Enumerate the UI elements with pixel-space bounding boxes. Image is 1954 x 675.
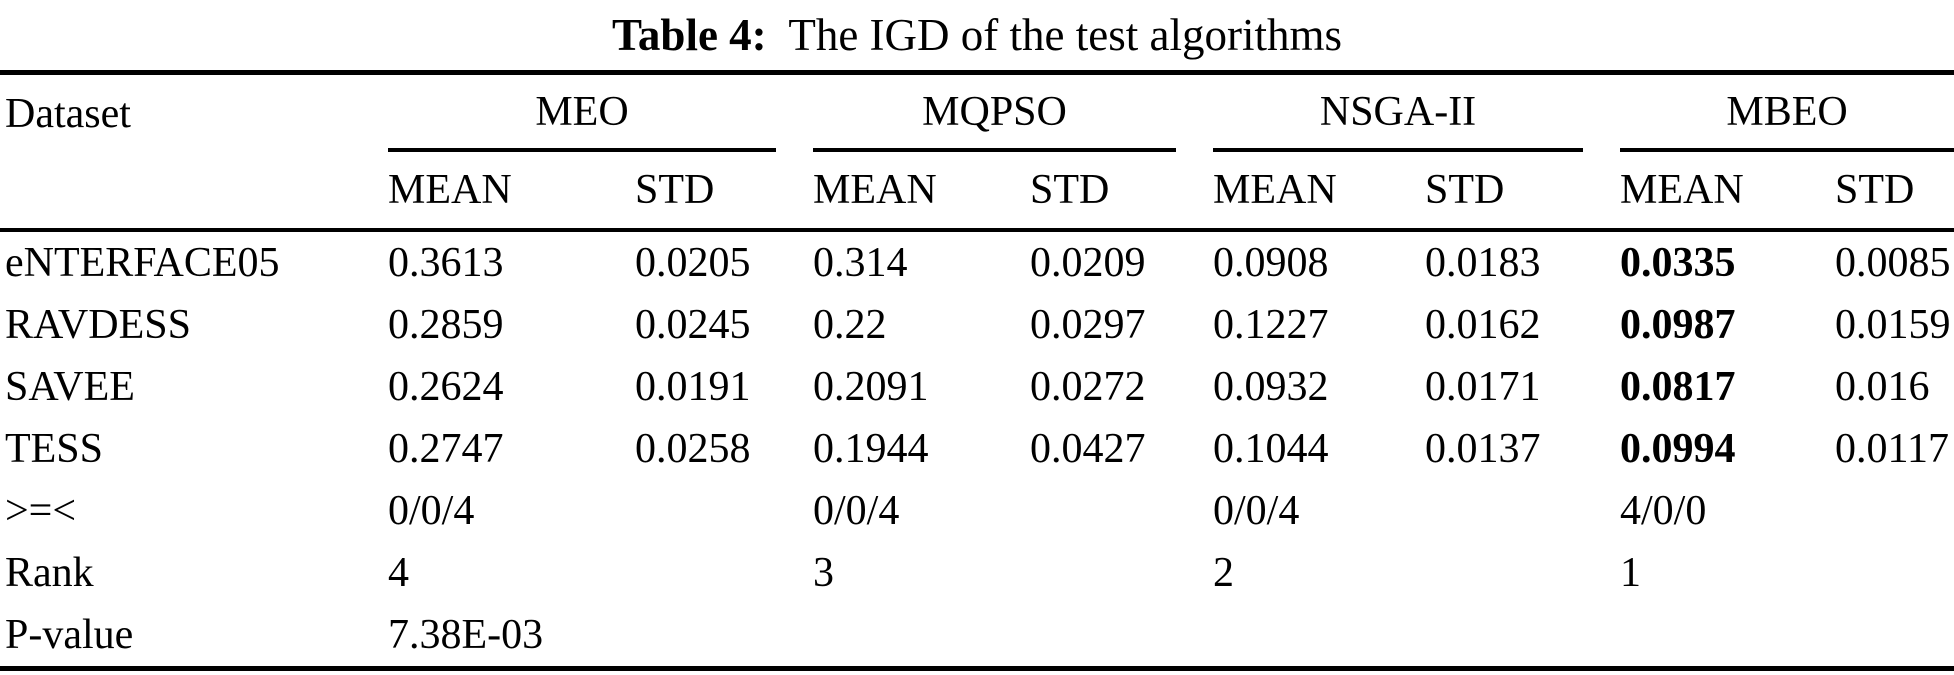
- data-cell: 0.0297: [1030, 302, 1146, 348]
- data-cell: [635, 542, 813, 604]
- data-cell: 0.0817: [1620, 364, 1736, 410]
- data-cell: 0/0/4: [813, 488, 900, 534]
- data-cell: 4: [388, 550, 409, 596]
- data-cell: 0.0205: [635, 240, 751, 286]
- row-label: SAVEE: [5, 364, 135, 410]
- column-group-mbeo-label: MBEO: [1620, 75, 1954, 152]
- column-group-mqpso: MQPSO: [813, 73, 1213, 152]
- data-cell: 0.2747: [388, 426, 504, 472]
- column-header-dataset: Dataset: [5, 90, 131, 137]
- subheader-row: MEAN STD MEAN STD MEAN STD MEAN STD: [0, 152, 1954, 232]
- table-caption-text: The IGD of the test algorithms: [766, 10, 1342, 60]
- data-cell: 0.1044: [1213, 426, 1329, 472]
- data-cell: 3: [813, 550, 834, 596]
- row-label: Rank: [5, 550, 94, 596]
- data-cell: [1425, 604, 1620, 669]
- row-label: P-value: [5, 612, 134, 658]
- subheader-std: STD: [1030, 152, 1214, 232]
- data-cell: [1835, 604, 1954, 669]
- data-cell: [1835, 542, 1954, 604]
- data-cell: [1620, 604, 1835, 669]
- data-cell: 0.0987: [1620, 302, 1736, 348]
- column-group-meo: MEO: [388, 73, 813, 152]
- igd-results-table: Dataset MEO MQPSO NSGA-II MBEO MEAN STD …: [0, 70, 1954, 671]
- column-group-mbeo: MBEO: [1620, 73, 1954, 152]
- subheader-std: STD: [1835, 152, 1954, 232]
- column-group-meo-label: MEO: [388, 75, 776, 152]
- data-cell: 0.0335: [1620, 240, 1736, 286]
- data-cell: 0.0162: [1425, 302, 1541, 348]
- row-label: RAVDESS: [5, 302, 191, 348]
- data-cell: [635, 604, 813, 669]
- data-cell: 0.0117: [1835, 426, 1949, 472]
- subheader-mean: MEAN: [1213, 152, 1426, 232]
- data-cell: 0.0932: [1213, 364, 1329, 410]
- data-cell: 0.0272: [1030, 364, 1146, 410]
- data-cell: [1213, 604, 1425, 669]
- data-cell: 0.0209: [1030, 240, 1146, 286]
- data-cell: [1425, 480, 1620, 542]
- subheader-blank: [0, 152, 388, 232]
- subheader-std: STD: [635, 152, 813, 232]
- data-cell: 0.0159: [1835, 302, 1951, 348]
- column-group-nsga-ii: NSGA-II: [1213, 73, 1620, 152]
- table-row: eNTERFACE05 0.3613 0.0205 0.314 0.0209 0.0908…: [0, 230, 1954, 294]
- data-cell: [635, 480, 813, 542]
- column-group-nsga-ii-label: NSGA-II: [1213, 75, 1584, 152]
- data-cell: 0.016: [1835, 364, 1930, 410]
- row-label: >=<: [5, 488, 77, 534]
- data-cell: 0/0/4: [388, 488, 475, 534]
- data-cell: 0.0183: [1425, 240, 1541, 286]
- data-cell: 0.0137: [1425, 426, 1541, 472]
- data-cell: 0.0908: [1213, 240, 1329, 286]
- table-row: TESS 0.2747 0.0258 0.1944 0.0427 0.1044 0.0137…: [0, 418, 1954, 480]
- data-cell: 0.0994: [1620, 426, 1736, 472]
- data-cell: 0.0258: [635, 426, 751, 472]
- data-cell: 0.0171: [1425, 364, 1541, 410]
- data-cell: [813, 604, 1030, 669]
- data-cell: 0.0427: [1030, 426, 1146, 472]
- group-header-row: Dataset MEO MQPSO NSGA-II MBEO: [0, 73, 1954, 152]
- table-row: SAVEE 0.2624 0.0191 0.2091 0.0272 0.0932 0.017…: [0, 356, 1954, 418]
- table-caption: Table 4: The IGD of the test algorithms: [0, 0, 1954, 70]
- data-cell: 7.38E-03: [388, 612, 544, 658]
- data-cell: 4/0/0: [1620, 488, 1707, 534]
- data-cell: 0/0/4: [1213, 488, 1300, 534]
- data-cell: 0.2859: [388, 302, 504, 348]
- subheader-std: STD: [1425, 152, 1621, 232]
- subheader-mean: MEAN: [1620, 152, 1836, 232]
- data-cell: 0.3613: [388, 240, 504, 286]
- data-cell: 0.1227: [1213, 302, 1329, 348]
- data-cell: [1425, 542, 1620, 604]
- subheader-mean: MEAN: [388, 152, 635, 232]
- table-row: P-value 7.38E-03: [0, 604, 1954, 669]
- data-cell: 0.22: [813, 302, 887, 348]
- data-cell: 0.0191: [635, 364, 751, 410]
- data-cell: [1030, 480, 1213, 542]
- data-cell: 0.2624: [388, 364, 504, 410]
- data-cell: 0.0245: [635, 302, 751, 348]
- data-cell: 0.2091: [813, 364, 929, 410]
- table-caption-number: Table 4:: [612, 10, 767, 60]
- table-row: >=< 0/0/4 0/0/4 0/0/4 4/0/0: [0, 480, 1954, 542]
- table-body: eNTERFACE05 0.3613 0.0205 0.314 0.0209 0.0908…: [0, 230, 1954, 669]
- subheader-mean: MEAN: [813, 152, 1030, 232]
- data-cell: [1835, 480, 1954, 542]
- data-cell: [1030, 604, 1213, 669]
- data-cell: 0.1944: [813, 426, 929, 472]
- table-row: RAVDESS 0.2859 0.0245 0.22 0.0297 0.1227 0.016…: [0, 294, 1954, 356]
- data-cell: [1030, 542, 1213, 604]
- data-cell: 1: [1620, 550, 1642, 596]
- data-cell: 2: [1213, 550, 1235, 596]
- row-label: eNTERFACE05: [5, 240, 280, 286]
- table-row: Rank 4 3 2 1: [0, 542, 1954, 604]
- row-label: TESS: [5, 426, 104, 472]
- data-cell: 0.0085: [1835, 240, 1951, 286]
- column-group-mqpso-label: MQPSO: [813, 75, 1177, 152]
- data-cell: 0.314: [813, 240, 908, 286]
